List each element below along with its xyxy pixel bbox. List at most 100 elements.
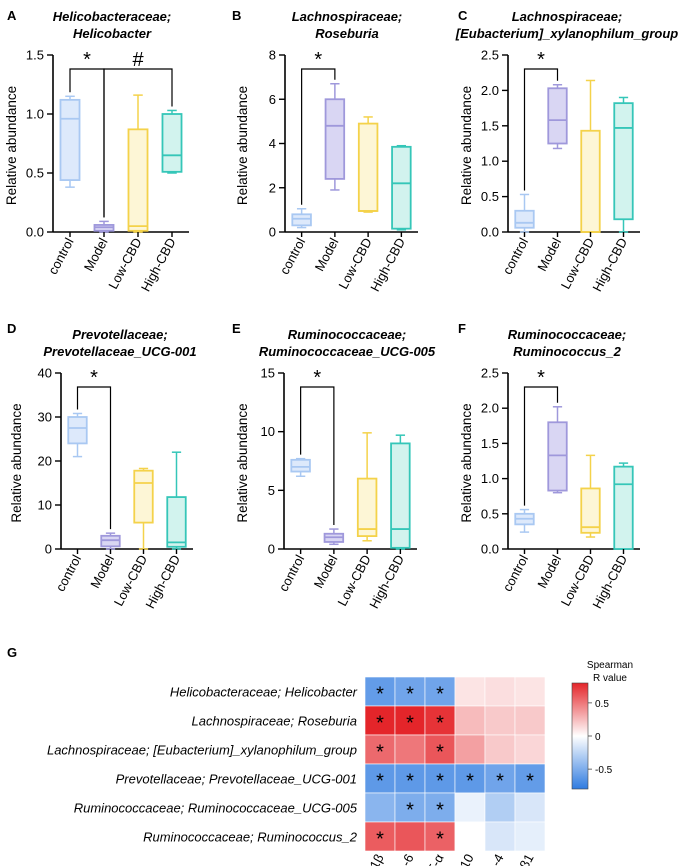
x-category-label: control	[276, 552, 308, 594]
x-category-label: Model	[81, 235, 111, 273]
panel-title-line1: Helicobacteraceae;	[53, 9, 172, 24]
box-iqr	[67, 416, 88, 445]
heatmap-significance-marker: *	[436, 713, 444, 735]
heatmap-cell	[394, 763, 426, 794]
bracket-line	[76, 386, 112, 530]
heatmap-cell	[514, 676, 546, 707]
significance-bracket: *	[300, 367, 335, 526]
box-model	[323, 528, 345, 546]
heatmap-cell	[484, 734, 516, 765]
bracket-line	[523, 68, 559, 191]
heatmap-cell	[424, 792, 456, 823]
y-tick-label: 0.5	[26, 166, 44, 181]
bracket-line	[301, 68, 336, 205]
box-iqr	[357, 122, 379, 212]
y-axis-label: Relative abundance	[9, 403, 24, 522]
legend-title-line2: R value	[593, 673, 627, 684]
panel-letter: F	[458, 321, 466, 336]
heatmap-cell	[514, 734, 546, 765]
heatmap-cell	[364, 821, 396, 852]
heatmap-significance-marker: *	[436, 800, 444, 822]
legend-tick-label: 0	[595, 732, 601, 743]
significance-bracket: *	[301, 49, 336, 205]
y-tick-label: 2.0	[481, 83, 499, 98]
heatmap-column-label: IL-1β	[359, 851, 386, 866]
y-tick-label: 2.5	[481, 366, 499, 381]
x-category-label: Model	[311, 552, 341, 590]
box-iqr	[166, 496, 187, 548]
heatmap-significance-marker: *	[406, 713, 414, 735]
box-high-cbd	[391, 144, 412, 231]
heatmap-cell	[514, 763, 546, 794]
box-iqr	[127, 128, 149, 232]
box-panel-e: E Ruminococcaceae; Ruminococcaceae_UCG-005…	[232, 321, 436, 611]
heatmap-significance-marker: *	[406, 684, 414, 706]
y-axis-label: Relative abundance	[235, 86, 250, 205]
box-iqr	[133, 469, 154, 524]
y-tick-label: 0	[45, 542, 52, 557]
y-tick-label: 8	[269, 48, 276, 63]
significance-marker: *	[537, 49, 545, 71]
panel-letter: B	[232, 8, 241, 23]
box-iqr	[161, 113, 183, 173]
heatmap-significance-marker: *	[466, 771, 474, 793]
y-axis-label: Relative abundance	[459, 86, 474, 205]
heatmap-cell	[514, 792, 546, 823]
panel-title-line2: Helicobacter	[73, 26, 152, 41]
heatmap-significance-marker: *	[436, 684, 444, 706]
significance-marker: #	[132, 49, 144, 71]
y-tick-label: 30	[38, 410, 52, 425]
significance-bracket: *	[76, 367, 112, 530]
y-tick-label: 10	[38, 498, 52, 513]
significance-marker: *	[314, 49, 322, 71]
x-category-label: control	[277, 235, 309, 277]
y-tick-label: 1.5	[26, 48, 44, 63]
box-high-cbd	[390, 434, 411, 550]
heatmap-significance-marker: *	[436, 771, 444, 793]
significance-bracket: #	[103, 49, 173, 218]
x-category-label: High-CBD	[138, 235, 179, 294]
panel-title-line2: Ruminococcus_2	[513, 344, 621, 359]
panel-title-line1: Prevotellaceae;	[72, 327, 167, 342]
x-category-label: Model	[534, 235, 564, 273]
y-tick-label: 1.5	[481, 118, 499, 133]
heatmap-cell	[424, 734, 456, 765]
heatmap-row-label: Lachnospiraceae; [Eubacterium]_xylanophi…	[47, 743, 357, 758]
heatmap-cell	[394, 734, 426, 765]
heatmap-panel: G Helicobacteraceae; Helicobacter * * * Lachn…	[7, 645, 633, 866]
heatmap-column-label: IL-6	[393, 851, 417, 866]
box-panel-f: F Ruminococcaceae; Ruminococcus_2 Relative …	[458, 321, 640, 611]
y-tick-label: 0.0	[26, 225, 44, 240]
heatmap-cell	[364, 676, 396, 707]
heatmap-cell	[394, 705, 426, 736]
x-category-label: Low-CBD	[105, 235, 144, 291]
box-model	[100, 532, 121, 550]
heatmap-row-label: Lachnospiraceae; Roseburia	[192, 714, 358, 729]
heatmap-significance-marker: *	[406, 800, 414, 822]
y-tick-label: 15	[261, 366, 275, 381]
heatmap-row-label: Ruminococcaceae; Ruminococcaceae_UCG-005	[74, 801, 358, 816]
significance-marker: *	[537, 367, 545, 389]
heatmap-row-label: Prevotellaceae; Prevotellaceae_UCG-001	[116, 772, 357, 787]
panel-title-line1: Lachnospiraceae;	[512, 9, 623, 24]
panel-title-line2: Prevotellaceae_UCG-001	[43, 344, 196, 359]
y-axis-label: Relative abundance	[235, 403, 250, 522]
y-tick-label: 1.0	[26, 107, 44, 122]
panel-letter: E	[232, 321, 241, 336]
box-panel-d: D Prevotellaceae; Prevotellaceae_UCG-001 Re…	[7, 321, 197, 611]
heatmap-significance-marker: *	[436, 742, 444, 764]
box-iqr	[324, 98, 346, 180]
heatmap-cell	[454, 792, 486, 823]
panel-title-line1: Ruminococcaceae;	[288, 327, 407, 342]
significance-marker: *	[313, 367, 321, 389]
heatmap-significance-marker: *	[376, 713, 384, 735]
y-tick-label: 1.0	[481, 154, 499, 169]
panel-title-line2: Roseburia	[315, 26, 379, 41]
y-axis-label: Relative abundance	[4, 86, 19, 205]
y-axis-label: Relative abundance	[459, 403, 474, 522]
heatmap-cell	[484, 763, 516, 794]
y-tick-label: 0	[269, 225, 276, 240]
heatmap-column-label: IL-4	[483, 851, 507, 866]
box-high-cbd	[613, 462, 634, 550]
